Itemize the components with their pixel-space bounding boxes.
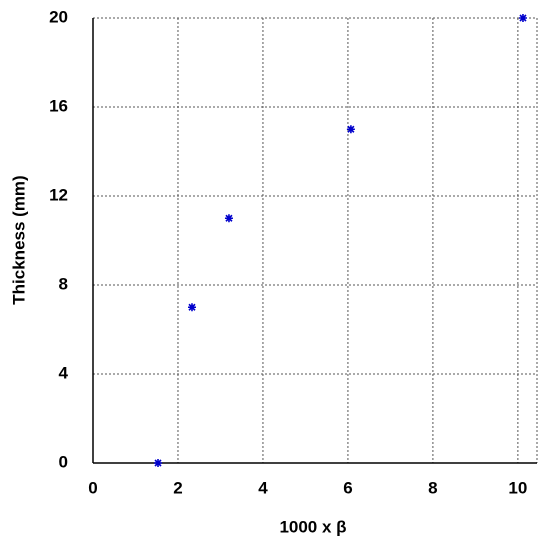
point bbox=[187, 303, 196, 312]
y-tick-label: 12 bbox=[49, 185, 68, 204]
x-tick-label: 2 bbox=[173, 478, 182, 497]
x-tick-label: 10 bbox=[508, 478, 527, 497]
x-tick-label: 8 bbox=[428, 478, 437, 497]
point bbox=[154, 459, 163, 467]
y-tick-label: 8 bbox=[59, 274, 68, 293]
x-tick-label: 6 bbox=[343, 478, 352, 497]
x-tick-label: 0 bbox=[88, 478, 97, 497]
y-tick-label: 16 bbox=[49, 96, 68, 115]
y-tick-label: 0 bbox=[59, 452, 68, 471]
x-axis-label: 1000 x β bbox=[279, 517, 346, 536]
point bbox=[518, 14, 527, 22]
x-tick-label: 4 bbox=[258, 478, 268, 497]
y-tick-label: 20 bbox=[49, 7, 68, 26]
y-tick-label: 4 bbox=[59, 363, 69, 382]
point bbox=[346, 125, 355, 134]
point bbox=[224, 214, 233, 223]
y-axis-label: Thickness (mm) bbox=[9, 175, 28, 304]
